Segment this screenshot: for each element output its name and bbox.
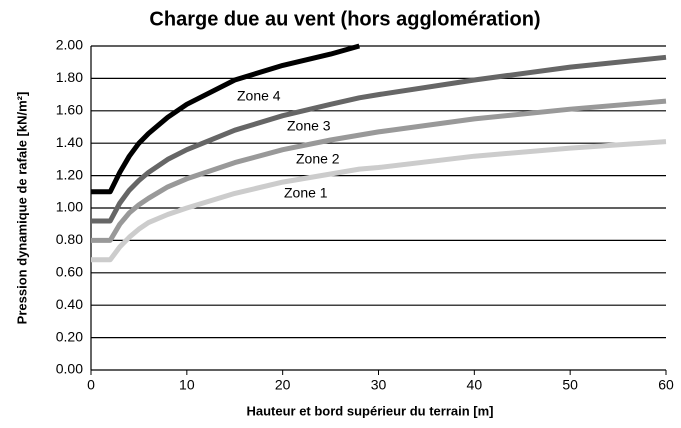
y-tick-label: 1.60: [56, 102, 83, 118]
series-label: Zone 3: [287, 118, 331, 134]
x-tick-label: 20: [275, 377, 291, 393]
y-tick-label: 0.40: [56, 296, 83, 312]
y-tick-label: 2.00: [56, 37, 83, 53]
y-tick-label: 0.60: [56, 264, 83, 280]
x-tick-label: 50: [562, 377, 578, 393]
series-label: Zone 4: [237, 88, 281, 104]
y-tick-label: 1.80: [56, 69, 83, 85]
series-line: [91, 139, 667, 263]
y-tick-label: 1.40: [56, 134, 83, 150]
chart-title: Charge due au vent (hors agglomération): [149, 8, 540, 30]
series-line: [91, 98, 667, 243]
y-tick-label: 1.20: [56, 166, 83, 182]
x-tick-label: 40: [467, 377, 483, 393]
y-tick-label: 0.00: [56, 361, 83, 377]
x-tick-label: 0: [87, 377, 95, 393]
series-label: Zone 1: [284, 185, 328, 201]
x-tick-label: 10: [179, 377, 195, 393]
series-line: [91, 54, 667, 224]
y-tick-label: 0.80: [56, 231, 83, 247]
y-tick-label: 0.20: [56, 328, 83, 344]
series-label: Zone 2: [296, 151, 340, 167]
y-axis-label: Pression dynamique de rafale [kN/m²]: [14, 92, 29, 325]
x-tick-label: 60: [658, 377, 674, 393]
x-tick-label: 30: [371, 377, 387, 393]
y-tick-label: 1.00: [56, 199, 83, 215]
x-axis-label: Hauteur et bord supérieur du terrain [m]: [246, 403, 493, 418]
series-line: [91, 43, 360, 195]
